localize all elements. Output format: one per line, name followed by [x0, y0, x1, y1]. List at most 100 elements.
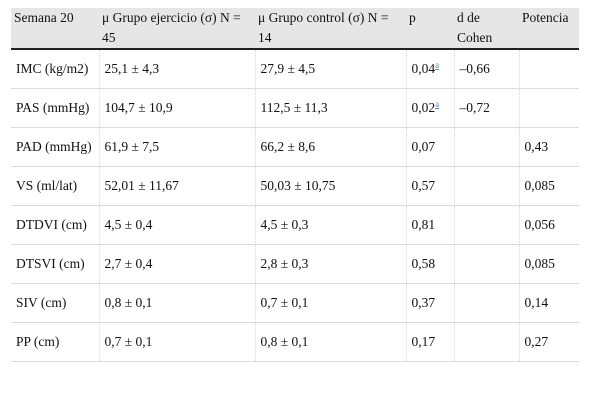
control-value-text: 2,8 ± 0,3: [260, 256, 309, 271]
p-value-text: 0,58: [411, 256, 436, 271]
cohen-d-cell: –0,72: [454, 88, 520, 128]
results-table: Semana 20 μ Grupo ejercicio (σ) N = 45 μ…: [11, 8, 579, 362]
row-label-text: PP (cm): [16, 334, 60, 349]
table-row: SIV (cm) 0,8 ± 0,1 0,7 ± 0,1 0,37 0,14: [11, 283, 579, 323]
exercise-value-text: 4,5 ± 0,4: [104, 217, 153, 232]
header-week: Semana 20: [11, 8, 99, 50]
table-body: IMC (kg/m2) 25,1 ± 4,3 27,9 ± 4,5 0,04a –0,6…: [11, 49, 579, 362]
p-value-text: 0,57: [411, 178, 436, 193]
power-text: 0,085: [524, 178, 555, 193]
power-cell: 0,43: [519, 127, 579, 167]
power-cell: [519, 49, 579, 89]
row-label-cell: IMC (kg/m2): [11, 49, 100, 89]
control-value-cell: 4,5 ± 0,3: [255, 205, 407, 245]
power-text: 0,14: [524, 295, 549, 310]
exercise-value-cell: 61,9 ± 7,5: [99, 127, 256, 167]
cohen-d-cell: [454, 127, 520, 167]
power-cell: 0,056: [519, 205, 579, 245]
p-value-cell: 0,07: [406, 127, 455, 167]
p-value-cell: 0,37: [406, 283, 455, 323]
table-row: PAD (mmHg) 61,9 ± 7,5 66,2 ± 8,6 0,07 0,43: [11, 127, 579, 167]
row-label-cell: DTSVI (cm): [11, 244, 100, 284]
exercise-value-text: 0,8 ± 0,1: [104, 295, 153, 310]
cohen-d-cell: [454, 283, 520, 323]
exercise-value-cell: 0,7 ± 0,1: [99, 322, 256, 362]
exercise-value-cell: 2,7 ± 0,4: [99, 244, 256, 284]
exercise-value-cell: 52,01 ± 11,67: [99, 166, 256, 206]
control-value-cell: 112,5 ± 11,3: [255, 88, 407, 128]
p-value-cell: 0,57: [406, 166, 455, 206]
p-value-text: 0,17: [411, 334, 436, 349]
table-row: DTSVI (cm) 2,7 ± 0,4 2,8 ± 0,3 0,58 0,085: [11, 244, 579, 284]
header-row: Semana 20 μ Grupo ejercicio (σ) N = 45 μ…: [11, 8, 579, 50]
p-value-text: 0,37: [411, 295, 436, 310]
exercise-value-cell: 104,7 ± 10,9: [99, 88, 256, 128]
control-value-text: 0,8 ± 0,1: [260, 334, 309, 349]
cohen-d-cell: –0,66: [454, 49, 520, 89]
cohen-d-cell: [454, 244, 520, 284]
exercise-value-text: 2,7 ± 0,4: [104, 256, 153, 271]
row-label-cell: VS (ml/lat): [11, 166, 100, 206]
control-value-cell: 66,2 ± 8,6: [255, 127, 407, 167]
power-cell: 0,27: [519, 322, 579, 362]
row-label-cell: PAD (mmHg): [11, 127, 100, 167]
p-value-cell: 0,17: [406, 322, 455, 362]
p-value-text: 0,07: [411, 139, 436, 154]
control-value-text: 4,5 ± 0,3: [260, 217, 309, 232]
row-label-cell: PAS (mmHg): [11, 88, 100, 128]
row-label-text: DTDVI (cm): [16, 217, 87, 232]
power-text: 0,085: [524, 256, 555, 271]
table-row: PAS (mmHg) 104,7 ± 10,9 112,5 ± 11,3 0,02a –…: [11, 88, 579, 128]
footnote-link[interactable]: a: [435, 60, 440, 70]
exercise-value-text: 61,9 ± 7,5: [104, 139, 160, 154]
row-label-text: VS (ml/lat): [16, 178, 78, 193]
exercise-value-cell: 0,8 ± 0,1: [99, 283, 256, 323]
p-value-text: 0,81: [411, 217, 436, 232]
row-label-text: SIV (cm): [16, 295, 67, 310]
footnote-link[interactable]: a: [435, 99, 440, 109]
p-value-cell: 0,81: [406, 205, 455, 245]
control-value-cell: 0,8 ± 0,1: [255, 322, 407, 362]
header-power: Potencia: [519, 8, 579, 50]
row-label-cell: PP (cm): [11, 322, 100, 362]
power-cell: 0,085: [519, 244, 579, 284]
header-p-value: p: [406, 8, 454, 50]
exercise-value-cell: 25,1 ± 4,3: [99, 49, 256, 89]
cohen-d-cell: [454, 322, 520, 362]
table-row: DTDVI (cm) 4,5 ± 0,4 4,5 ± 0,3 0,81 0,056: [11, 205, 579, 245]
header-control-group: μ Grupo control (σ) N = 14: [255, 8, 406, 50]
control-value-text: 0,7 ± 0,1: [260, 295, 309, 310]
cohen-d-text: –0,72: [459, 100, 490, 115]
power-cell: 0,085: [519, 166, 579, 206]
power-cell: [519, 88, 579, 128]
control-value-cell: 27,9 ± 4,5: [255, 49, 407, 89]
table-row: VS (ml/lat) 52,01 ± 11,67 50,03 ± 10,75 0,5…: [11, 166, 579, 206]
row-label-cell: DTDVI (cm): [11, 205, 100, 245]
cohen-d-cell: [454, 166, 520, 206]
control-value-text: 66,2 ± 8,6: [260, 139, 316, 154]
exercise-value-text: 52,01 ± 11,67: [104, 178, 179, 193]
row-label-text: DTSVI (cm): [16, 256, 85, 271]
cohen-d-text: –0,66: [459, 61, 490, 76]
control-value-text: 112,5 ± 11,3: [260, 100, 328, 115]
header-exercise-group: μ Grupo ejercicio (σ) N = 45: [99, 8, 255, 50]
table-row: PP (cm) 0,7 ± 0,1 0,8 ± 0,1 0,17 0,27: [11, 322, 579, 362]
control-value-cell: 0,7 ± 0,1: [255, 283, 407, 323]
p-value-cell: 0,02a: [406, 88, 455, 128]
control-value-text: 27,9 ± 4,5: [260, 61, 316, 76]
table-row: IMC (kg/m2) 25,1 ± 4,3 27,9 ± 4,5 0,04a –0,6…: [11, 49, 579, 89]
power-cell: 0,14: [519, 283, 579, 323]
header-cohen-d: d de Cohen: [454, 8, 519, 50]
p-value-text: 0,02: [411, 100, 436, 115]
control-value-cell: 2,8 ± 0,3: [255, 244, 407, 284]
power-text: 0,27: [524, 334, 549, 349]
table-header: Semana 20 μ Grupo ejercicio (σ) N = 45 μ…: [11, 8, 579, 50]
exercise-value-cell: 4,5 ± 0,4: [99, 205, 256, 245]
exercise-value-text: 25,1 ± 4,3: [104, 61, 160, 76]
cohen-d-cell: [454, 205, 520, 245]
p-value-text: 0,04: [411, 61, 436, 76]
row-label-text: PAS (mmHg): [16, 100, 90, 115]
row-label-text: PAD (mmHg): [16, 139, 92, 154]
row-label-cell: SIV (cm): [11, 283, 100, 323]
control-value-cell: 50,03 ± 10,75: [255, 166, 407, 206]
